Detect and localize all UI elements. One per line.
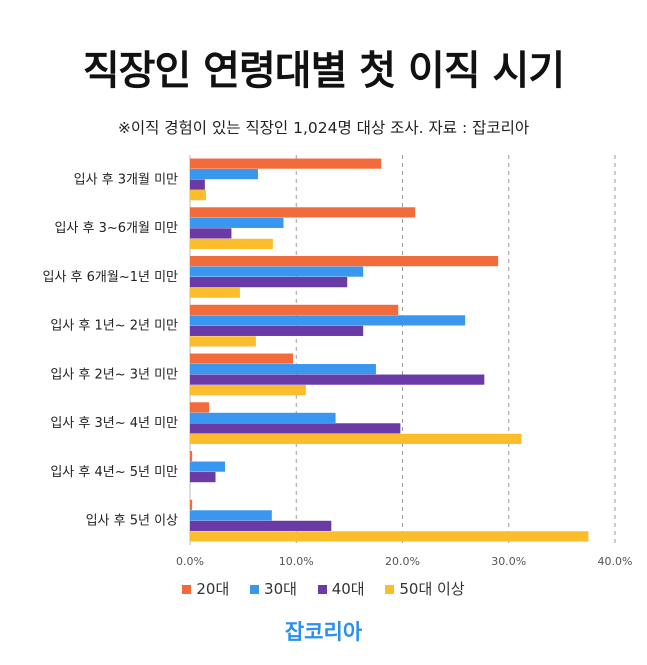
x-tick-label: 30.0% xyxy=(491,555,526,568)
bar xyxy=(190,510,272,521)
bar xyxy=(190,520,332,531)
bar xyxy=(190,353,294,364)
chart-title: 직장인 연령대별 첫 이직 시기 xyxy=(82,48,565,94)
x-tick-label: 0.0% xyxy=(176,555,204,568)
legend-swatch-40s xyxy=(317,585,327,594)
bar xyxy=(190,412,336,423)
legend-label-20s: 20대 xyxy=(196,580,230,598)
bar xyxy=(190,217,284,228)
legend-label-40s: 40대 xyxy=(331,580,365,598)
legend-swatch-30s xyxy=(250,585,260,594)
bar xyxy=(190,336,256,347)
x-tick-label: 10.0% xyxy=(279,555,314,568)
bar xyxy=(190,374,485,385)
bar xyxy=(190,238,273,249)
x-tick-label: 40.0% xyxy=(598,555,633,568)
jobkorea-logo: 잡코리아 xyxy=(284,620,363,644)
bar xyxy=(190,158,382,169)
category-label: 입사 후 3~6개월 미만 xyxy=(54,221,178,236)
legend-item-50s: 50대 이상 xyxy=(385,578,465,599)
bar xyxy=(190,179,205,190)
bar xyxy=(190,190,206,201)
bar xyxy=(190,277,348,288)
bar xyxy=(190,423,401,434)
bar xyxy=(190,531,589,542)
category-label: 입사 후 3개월 미만 xyxy=(74,172,178,187)
category-label: 입사 후 5년 이상 xyxy=(86,514,178,529)
legend-item-30s: 30대 xyxy=(250,578,297,599)
legend-swatch-50s xyxy=(385,585,395,594)
bar xyxy=(190,402,210,413)
bar xyxy=(190,315,466,326)
legend-label-50s: 50대 이상 xyxy=(399,580,465,598)
bar xyxy=(190,472,216,483)
bar xyxy=(190,433,522,444)
bar xyxy=(190,169,258,180)
legend-item-20s: 20대 xyxy=(182,578,229,599)
legend-swatch-20s xyxy=(182,585,192,594)
legend: 20대 30대 40대 50대 이상 xyxy=(0,578,647,599)
category-label: 입사 후 3년~ 4년 미만 xyxy=(50,416,178,431)
bar xyxy=(190,266,364,277)
bar xyxy=(190,499,193,510)
category-label: 입사 후 1년~ 2년 미만 xyxy=(50,319,178,334)
bar xyxy=(190,385,306,396)
legend-item-40s: 40대 xyxy=(317,578,365,599)
bar xyxy=(190,364,376,375)
bar xyxy=(190,256,499,267)
legend-label-30s: 30대 xyxy=(264,580,297,598)
bar xyxy=(190,287,240,298)
category-label: 입사 후 6개월~1년 미만 xyxy=(42,270,178,285)
bar xyxy=(190,451,193,462)
bar xyxy=(190,207,416,218)
bar xyxy=(190,304,399,315)
category-label: 입사 후 2년~ 3년 미만 xyxy=(50,367,178,382)
bar xyxy=(190,461,226,472)
category-label: 입사 후 4년~ 5년 미만 xyxy=(50,465,178,480)
bar xyxy=(190,325,364,336)
bar xyxy=(190,228,232,239)
x-tick-label: 20.0% xyxy=(385,555,420,568)
chart-subtitle: ※이직 경험이 있는 직장인 1,024명 대상 조사. 자료 : 잡코리아 xyxy=(117,119,530,137)
